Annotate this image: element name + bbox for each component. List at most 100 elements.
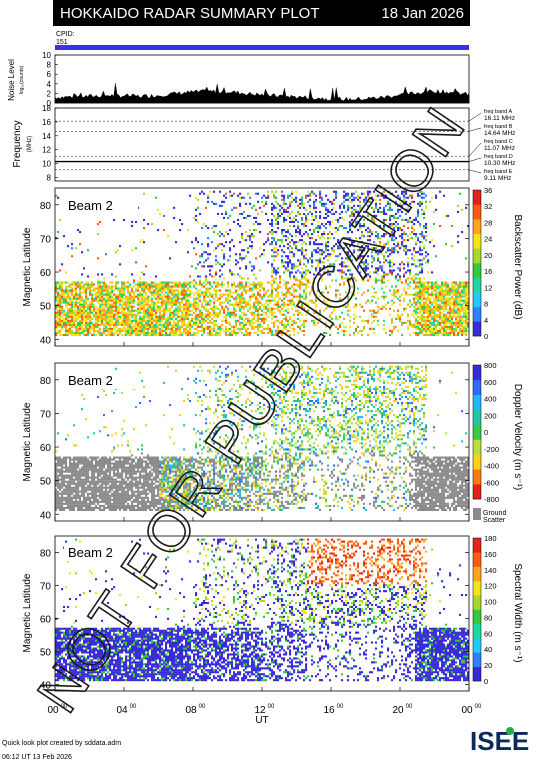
data-cell <box>265 302 267 304</box>
data-cell <box>261 326 263 328</box>
data-cell <box>87 330 89 332</box>
data-cell <box>63 298 65 300</box>
data-cell <box>237 261 239 263</box>
data-cell <box>105 302 107 304</box>
data-cell <box>323 233 325 235</box>
data-cell <box>163 282 165 284</box>
data-cell <box>433 290 435 292</box>
data-cell <box>89 284 91 286</box>
data-cell <box>115 275 117 277</box>
data-cell <box>173 322 175 324</box>
data-cell <box>65 332 67 334</box>
data-cell <box>111 310 113 312</box>
data-cell <box>173 334 175 336</box>
data-cell <box>279 279 281 281</box>
data-cell <box>297 249 299 251</box>
lat-tick-label: 60 <box>40 268 52 279</box>
data-cell <box>245 306 247 308</box>
data-cell <box>277 306 279 308</box>
data-cell <box>427 300 429 302</box>
data-cell <box>463 312 465 314</box>
data-cell <box>101 320 103 322</box>
data-cell <box>277 292 279 294</box>
data-cell <box>205 290 207 292</box>
data-cell <box>435 282 437 284</box>
data-cell <box>459 322 461 324</box>
data-cell <box>219 191 221 193</box>
data-cell <box>265 318 267 320</box>
data-cell <box>407 257 409 259</box>
data-cell <box>257 292 259 294</box>
data-cell <box>97 292 99 294</box>
data-cell <box>59 465 61 467</box>
data-cell <box>447 292 449 294</box>
data-cell <box>69 298 71 300</box>
data-cell <box>73 290 75 292</box>
data-cell <box>181 310 183 312</box>
data-cell <box>463 308 465 310</box>
data-cell <box>425 308 427 310</box>
data-cell <box>265 241 267 243</box>
data-cell <box>127 312 129 314</box>
data-cell <box>311 223 313 225</box>
data-cell <box>225 193 227 195</box>
data-cell <box>177 314 179 316</box>
data-cell <box>239 203 241 205</box>
data-cell <box>239 328 241 330</box>
data-cell <box>465 334 467 336</box>
data-cell <box>61 497 63 499</box>
data-cell <box>425 239 427 241</box>
data-cell <box>419 298 421 300</box>
data-cell <box>221 213 223 215</box>
data-cell <box>465 330 467 332</box>
data-cell <box>239 318 241 320</box>
data-cell <box>147 290 149 292</box>
data-cell <box>193 302 195 304</box>
data-cell <box>313 229 315 231</box>
data-cell <box>151 306 153 308</box>
data-cell <box>465 324 467 326</box>
data-cell <box>441 306 443 308</box>
data-cell <box>187 326 189 328</box>
data-cell <box>137 324 139 326</box>
data-cell <box>429 294 431 296</box>
data-cell <box>433 302 435 304</box>
data-cell <box>185 324 187 326</box>
data-cell <box>413 300 415 302</box>
data-cell <box>131 308 133 310</box>
data-cell <box>223 195 225 197</box>
data-cell <box>253 229 255 231</box>
data-cell <box>231 195 233 197</box>
data-cell <box>343 195 345 197</box>
data-cell <box>453 292 455 294</box>
data-cell <box>465 320 467 322</box>
data-cell <box>99 324 101 326</box>
data-cell <box>105 288 107 290</box>
data-cell <box>391 294 393 296</box>
data-cell <box>425 306 427 308</box>
data-cell <box>77 229 79 231</box>
data-cell <box>65 487 67 489</box>
data-cell <box>173 330 175 332</box>
data-cell <box>189 306 191 308</box>
data-cell <box>121 306 123 308</box>
data-cell <box>281 265 283 267</box>
data-cell <box>427 298 429 300</box>
data-cell <box>223 330 225 332</box>
data-cell <box>311 237 313 239</box>
data-cell <box>157 298 159 300</box>
data-cell <box>145 322 147 324</box>
data-cell <box>113 298 115 300</box>
data-cell <box>81 312 83 314</box>
data-cell <box>447 304 449 306</box>
data-cell <box>447 215 449 217</box>
data-cell <box>65 320 67 322</box>
data-cell <box>411 263 413 265</box>
data-cell <box>455 310 457 312</box>
data-cell <box>415 286 417 288</box>
data-cell <box>441 302 443 304</box>
data-cell <box>465 308 467 310</box>
data-cell <box>227 233 229 235</box>
data-cell <box>157 290 159 292</box>
data-cell <box>269 223 271 225</box>
